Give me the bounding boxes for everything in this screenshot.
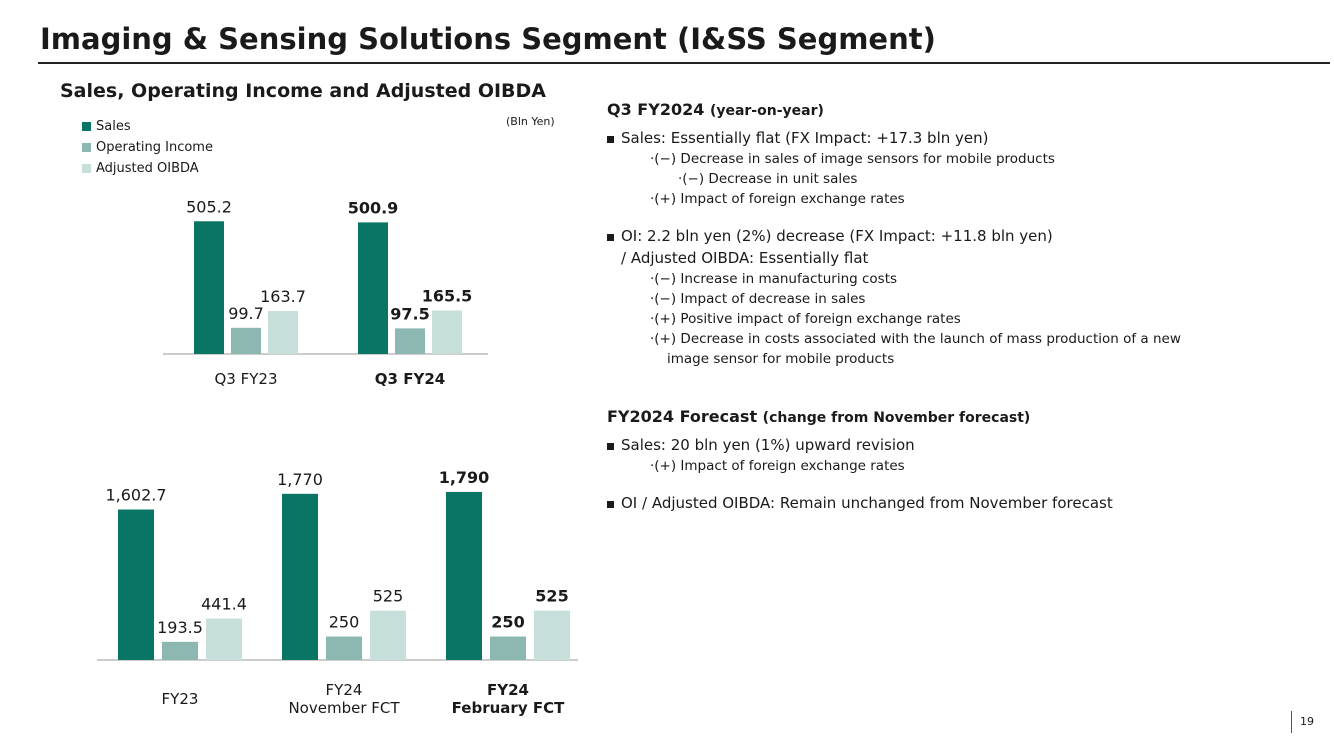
bar-operating-income — [395, 328, 425, 354]
legend-label-sales: Sales — [96, 119, 131, 134]
q3-sales-sub-1a: ·(−) Decrease in unit sales — [678, 171, 858, 187]
bar-sales — [446, 491, 482, 660]
fy-bullet-list: Sales: 20 bln yen (1%) upward revision — [607, 434, 1307, 456]
category-label: November FCT — [288, 699, 400, 717]
category-label: Q3 FY24 — [375, 370, 445, 388]
q3-oi-sub-4-continued: image sensor for mobile products — [667, 351, 895, 367]
fy-heading-title: FY2024 Forecast — [607, 407, 758, 426]
category-label: FY24 — [326, 681, 363, 699]
data-label-adjusted-oibda: 441.4 — [201, 595, 247, 614]
bar-operating-income — [231, 327, 261, 354]
chart-legend: Sales Operating Income Adjusted OIBDA — [82, 116, 213, 179]
bar-adjusted-oibda — [432, 310, 462, 354]
bar-adjusted-oibda — [206, 618, 242, 660]
q3-heading: Q3 FY2024 (year-on-year) — [607, 100, 1307, 119]
data-label-operating-income: 99.7 — [228, 304, 264, 323]
q3-bullet-list: Sales: Essentially flat (FX Impact: +17.… — [607, 127, 1307, 149]
bar-operating-income — [162, 641, 198, 660]
category-label: FY23 — [162, 690, 199, 708]
data-label-sales: 500.9 — [348, 198, 399, 217]
q3-sales-sub-1: ·(−) Decrease in sales of image sensors … — [650, 151, 1055, 167]
data-label-sales: 1,770 — [277, 470, 323, 489]
chart-section-title: Sales, Operating Income and Adjusted OIB… — [60, 80, 547, 102]
legend-label-adjusted-oibda: Adjusted OIBDA — [96, 161, 199, 176]
fy-oi-bullet: OI / Adjusted OIBDA: Remain unchanged fr… — [607, 492, 1307, 514]
category-label: Q3 FY23 — [215, 370, 278, 388]
q3-heading-title: Q3 FY2024 — [607, 100, 705, 119]
data-label-operating-income: 250 — [329, 613, 360, 632]
q3-sales-sub-2: ·(+) Impact of foreign exchange rates — [650, 191, 905, 207]
bar-operating-income — [326, 636, 362, 660]
data-label-sales: 1,790 — [439, 468, 490, 487]
q3-oi-sub-2: ·(−) Impact of decrease in sales — [650, 291, 866, 307]
legend-swatch-sales — [82, 122, 91, 131]
q3-oi-bullet: OI: 2.2 bln yen (2%) decrease (FX Impact… — [607, 225, 1307, 247]
page-number: 19 — [1291, 711, 1314, 733]
legend-label-operating-income: Operating Income — [96, 140, 213, 155]
page-title: Imaging & Sensing Solutions Segment (I&S… — [40, 22, 936, 56]
q3-oi-sub-1: ·(−) Increase in manufacturing costs — [650, 271, 898, 287]
unit-label: (Bln Yen) — [506, 115, 555, 128]
data-label-adjusted-oibda: 525 — [373, 587, 404, 606]
data-label-sales: 1,602.7 — [105, 486, 166, 505]
bar-sales — [358, 222, 388, 354]
category-label: FY24 — [487, 681, 529, 699]
legend-item-operating-income: Operating Income — [82, 137, 213, 158]
data-label-operating-income: 97.5 — [390, 304, 429, 323]
legend-item-adjusted-oibda: Adjusted OIBDA — [82, 158, 213, 179]
fy-heading: FY2024 Forecast (change from November fo… — [607, 407, 1307, 426]
data-label-operating-income: 193.5 — [157, 618, 203, 637]
legend-item-sales: Sales — [82, 116, 213, 137]
q3-oi-sub-4: ·(+) Decrease in costs associated with t… — [650, 331, 1181, 347]
data-label-adjusted-oibda: 165.5 — [422, 287, 473, 306]
data-label-adjusted-oibda: 525 — [535, 587, 568, 606]
fy-sales-bullet: Sales: 20 bln yen (1%) upward revision — [607, 434, 1307, 456]
legend-swatch-operating-income — [82, 143, 91, 152]
q3-oi-sub-3: ·(+) Positive impact of foreign exchange… — [650, 311, 961, 327]
bar-adjusted-oibda — [268, 310, 298, 354]
fy-oi-bullet-list: OI / Adjusted OIBDA: Remain unchanged fr… — [607, 492, 1307, 514]
q3-sales-bullet: Sales: Essentially flat (FX Impact: +17.… — [607, 127, 1307, 149]
data-label-adjusted-oibda: 163.7 — [260, 287, 306, 306]
data-label-operating-income: 250 — [491, 613, 524, 632]
q3-oi-bullet-continued: / Adjusted OIBDA: Essentially flat — [621, 249, 869, 267]
q3-heading-note: (year-on-year) — [709, 103, 824, 119]
fy-sales-sub-1: ·(+) Impact of foreign exchange rates — [650, 458, 905, 474]
commentary-panel: Q3 FY2024 (year-on-year) Sales: Essentia… — [607, 100, 1307, 514]
bar-adjusted-oibda — [534, 610, 570, 660]
bar-operating-income — [490, 636, 526, 660]
bar-sales — [282, 493, 318, 660]
fy-heading-note: (change from November forecast) — [762, 410, 1031, 426]
legend-swatch-adjusted-oibda — [82, 164, 91, 173]
bar-sales — [194, 221, 224, 354]
data-label-sales: 505.2 — [186, 197, 232, 216]
title-divider — [38, 62, 1330, 64]
category-label: February FCT — [452, 699, 565, 717]
fy-bar-chart: 1,602.7193.5441.4FY231,770250525FY24Nove… — [97, 468, 578, 717]
bar-adjusted-oibda — [370, 610, 406, 660]
bar-sales — [118, 509, 154, 660]
q3-oi-bullet-list: OI: 2.2 bln yen (2%) decrease (FX Impact… — [607, 225, 1307, 247]
